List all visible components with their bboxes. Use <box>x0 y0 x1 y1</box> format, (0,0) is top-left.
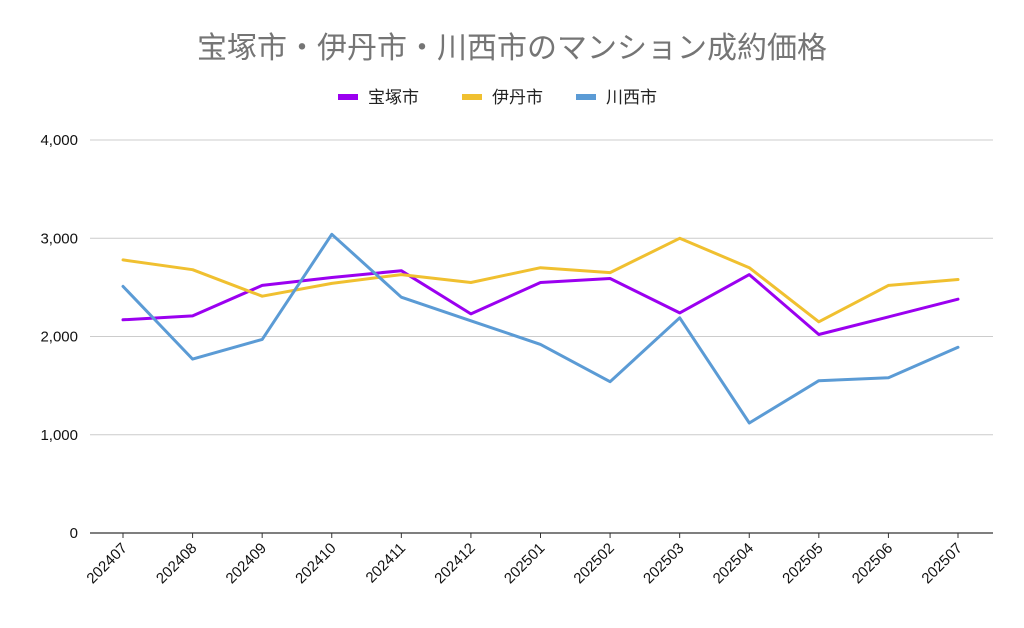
y-tick-label: 0 <box>70 525 78 542</box>
x-axis-ticks: 202407 202408 202409 202410 202411 202412 2025… <box>83 533 966 587</box>
x-tick-label: 202505 <box>779 540 826 587</box>
x-tick-label: 202410 <box>292 540 339 587</box>
series-line-伊丹市 <box>121 236 960 324</box>
legend-item: 宝塚市 <box>338 88 419 108</box>
y-tick-label: 1,000 <box>40 427 78 444</box>
y-axis-ticks: 0 1,000 2,000 3,000 4,000 <box>40 132 78 542</box>
x-tick-label: 202411 <box>363 540 410 587</box>
series-line-宝塚市 <box>121 269 960 336</box>
legend: 宝塚市 伊丹市 川西市 <box>338 88 657 108</box>
chart-title: 宝塚市・伊丹市・川西市のマンション成約価格 <box>197 31 827 66</box>
x-tick-label: 202412 <box>431 540 478 587</box>
series-line-川西市 <box>121 232 960 425</box>
legend-label: 川西市 <box>606 88 657 108</box>
x-tick-label: 202501 <box>501 540 548 587</box>
x-tick-label: 202408 <box>153 540 200 587</box>
x-tick-label: 202506 <box>849 540 896 587</box>
x-tick-label: 202409 <box>223 540 270 587</box>
series-layer <box>121 232 960 425</box>
legend-label: 宝塚市 <box>368 88 419 108</box>
x-tick-label: 202407 <box>83 540 130 587</box>
legend-label: 伊丹市 <box>492 88 543 108</box>
x-tick-label: 202502 <box>570 540 617 587</box>
y-tick-label: 3,000 <box>40 230 78 247</box>
x-tick-label: 202504 <box>710 540 757 587</box>
legend-item: 川西市 <box>576 88 657 108</box>
x-tick-label: 202507 <box>918 540 965 587</box>
y-tick-label: 2,000 <box>40 329 78 346</box>
y-tick-label: 4,000 <box>40 132 78 149</box>
grid-lines <box>90 139 993 534</box>
x-tick-label: 202503 <box>640 540 687 587</box>
legend-item: 伊丹市 <box>462 88 543 108</box>
